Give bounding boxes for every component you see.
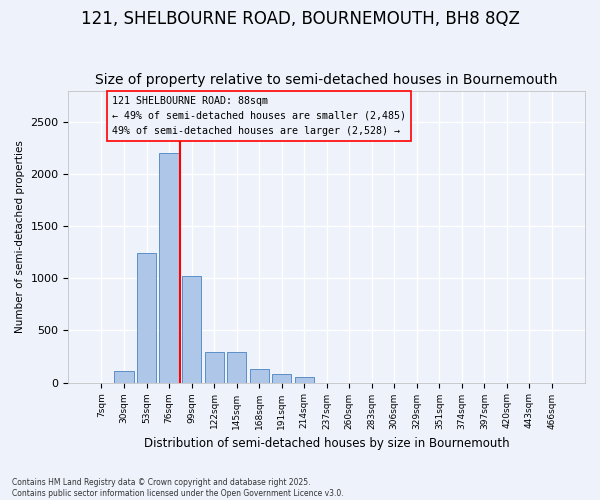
Bar	[182, 276, 201, 382]
X-axis label: Distribution of semi-detached houses by size in Bournemouth: Distribution of semi-detached houses by …	[144, 437, 509, 450]
Y-axis label: Number of semi-detached properties: Number of semi-detached properties	[15, 140, 25, 333]
Bar	[250, 369, 269, 382]
Bar	[295, 378, 314, 382]
Bar	[115, 371, 134, 382]
Text: Contains HM Land Registry data © Crown copyright and database right 2025.
Contai: Contains HM Land Registry data © Crown c…	[12, 478, 344, 498]
Bar	[160, 154, 179, 382]
Text: 121, SHELBOURNE ROAD, BOURNEMOUTH, BH8 8QZ: 121, SHELBOURNE ROAD, BOURNEMOUTH, BH8 8…	[80, 10, 520, 28]
Title: Size of property relative to semi-detached houses in Bournemouth: Size of property relative to semi-detach…	[95, 73, 558, 87]
Bar	[205, 352, 224, 382]
Bar	[272, 374, 291, 382]
Bar	[227, 352, 246, 382]
Bar	[137, 254, 156, 382]
Text: 121 SHELBOURNE ROAD: 88sqm
← 49% of semi-detached houses are smaller (2,485)
49%: 121 SHELBOURNE ROAD: 88sqm ← 49% of semi…	[112, 96, 406, 136]
